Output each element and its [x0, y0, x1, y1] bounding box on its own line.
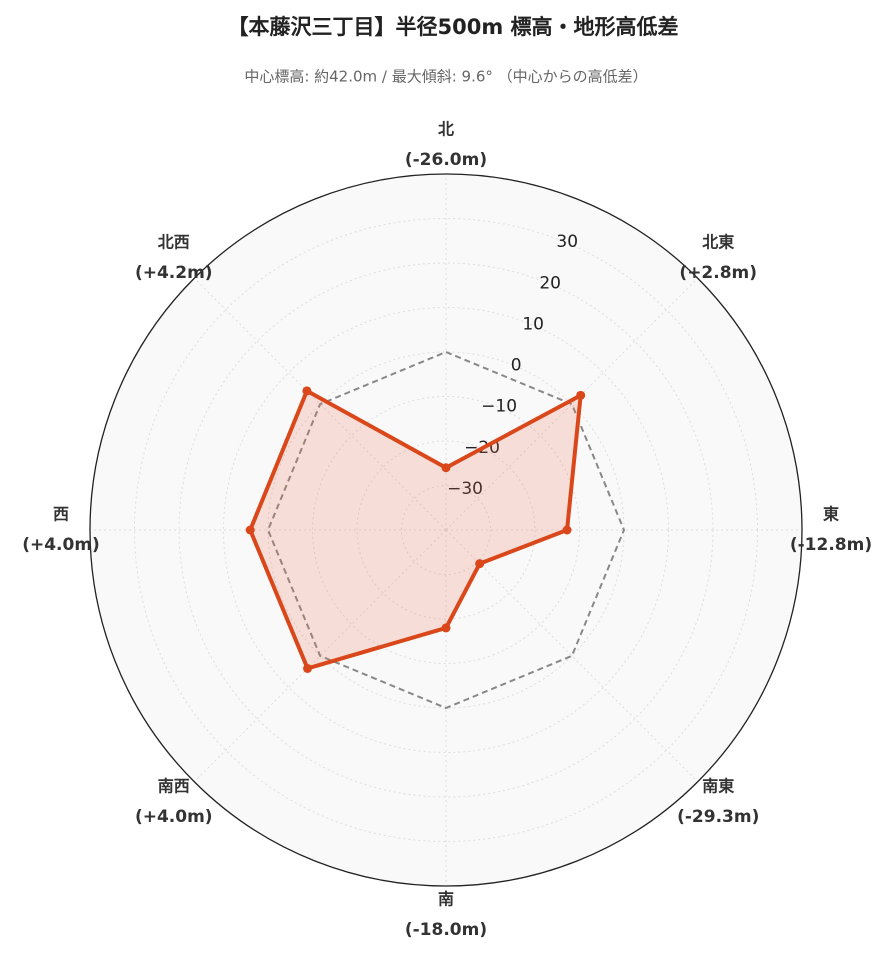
category-label: 東	[823, 505, 839, 524]
spoke	[445, 529, 699, 783]
r-tick-label: −30	[447, 479, 483, 499]
r-tick-label: 20	[539, 273, 561, 293]
data-point	[303, 663, 313, 673]
category-label: 北東	[702, 232, 734, 251]
r-tick-label: 0	[511, 356, 522, 376]
category-value-label: (+4.0m)	[22, 535, 100, 555]
chart-title: 【本藤沢三丁目】半径500m 標高・地形高低差	[227, 15, 678, 39]
category-label: 南西	[158, 777, 190, 796]
category-value-label: (+2.8m)	[679, 263, 757, 283]
chart-subtitle: 中心標高: 約42.0m / 最大傾斜: 9.6° （中心からの高低差）	[244, 68, 647, 86]
data-point	[441, 463, 451, 473]
category-label: 北西	[158, 232, 190, 251]
r-tick-label: 30	[556, 232, 578, 252]
category-value-label: (-26.0m)	[405, 150, 487, 170]
r-tick-label: −10	[481, 397, 517, 417]
grid-circle	[312, 396, 580, 664]
data-point	[475, 559, 485, 569]
category-value-label: (-18.0m)	[405, 920, 487, 940]
reference-line	[266, 350, 626, 710]
data-point	[245, 525, 255, 535]
data-point	[441, 623, 451, 633]
grid-circle	[401, 485, 491, 575]
spoke	[445, 277, 699, 531]
category-value-label: (+4.2m)	[135, 263, 213, 283]
category-value-label: (-29.3m)	[677, 807, 759, 827]
spoke	[193, 529, 447, 783]
category-value-label: (+4.0m)	[135, 807, 213, 827]
data-point	[302, 386, 312, 396]
data-point	[562, 525, 572, 535]
category-label: 南東	[702, 777, 734, 796]
category-label: 西	[53, 505, 69, 524]
category-value-label: (-12.8m)	[790, 535, 872, 555]
data-point	[576, 390, 586, 400]
plot-border	[89, 173, 803, 887]
r-tick-label: 10	[522, 314, 544, 334]
spoke	[193, 277, 447, 531]
grid-circle	[356, 440, 536, 620]
category-label: 北	[438, 120, 454, 139]
category-label: 南	[438, 890, 454, 909]
grid-circle	[223, 307, 669, 753]
